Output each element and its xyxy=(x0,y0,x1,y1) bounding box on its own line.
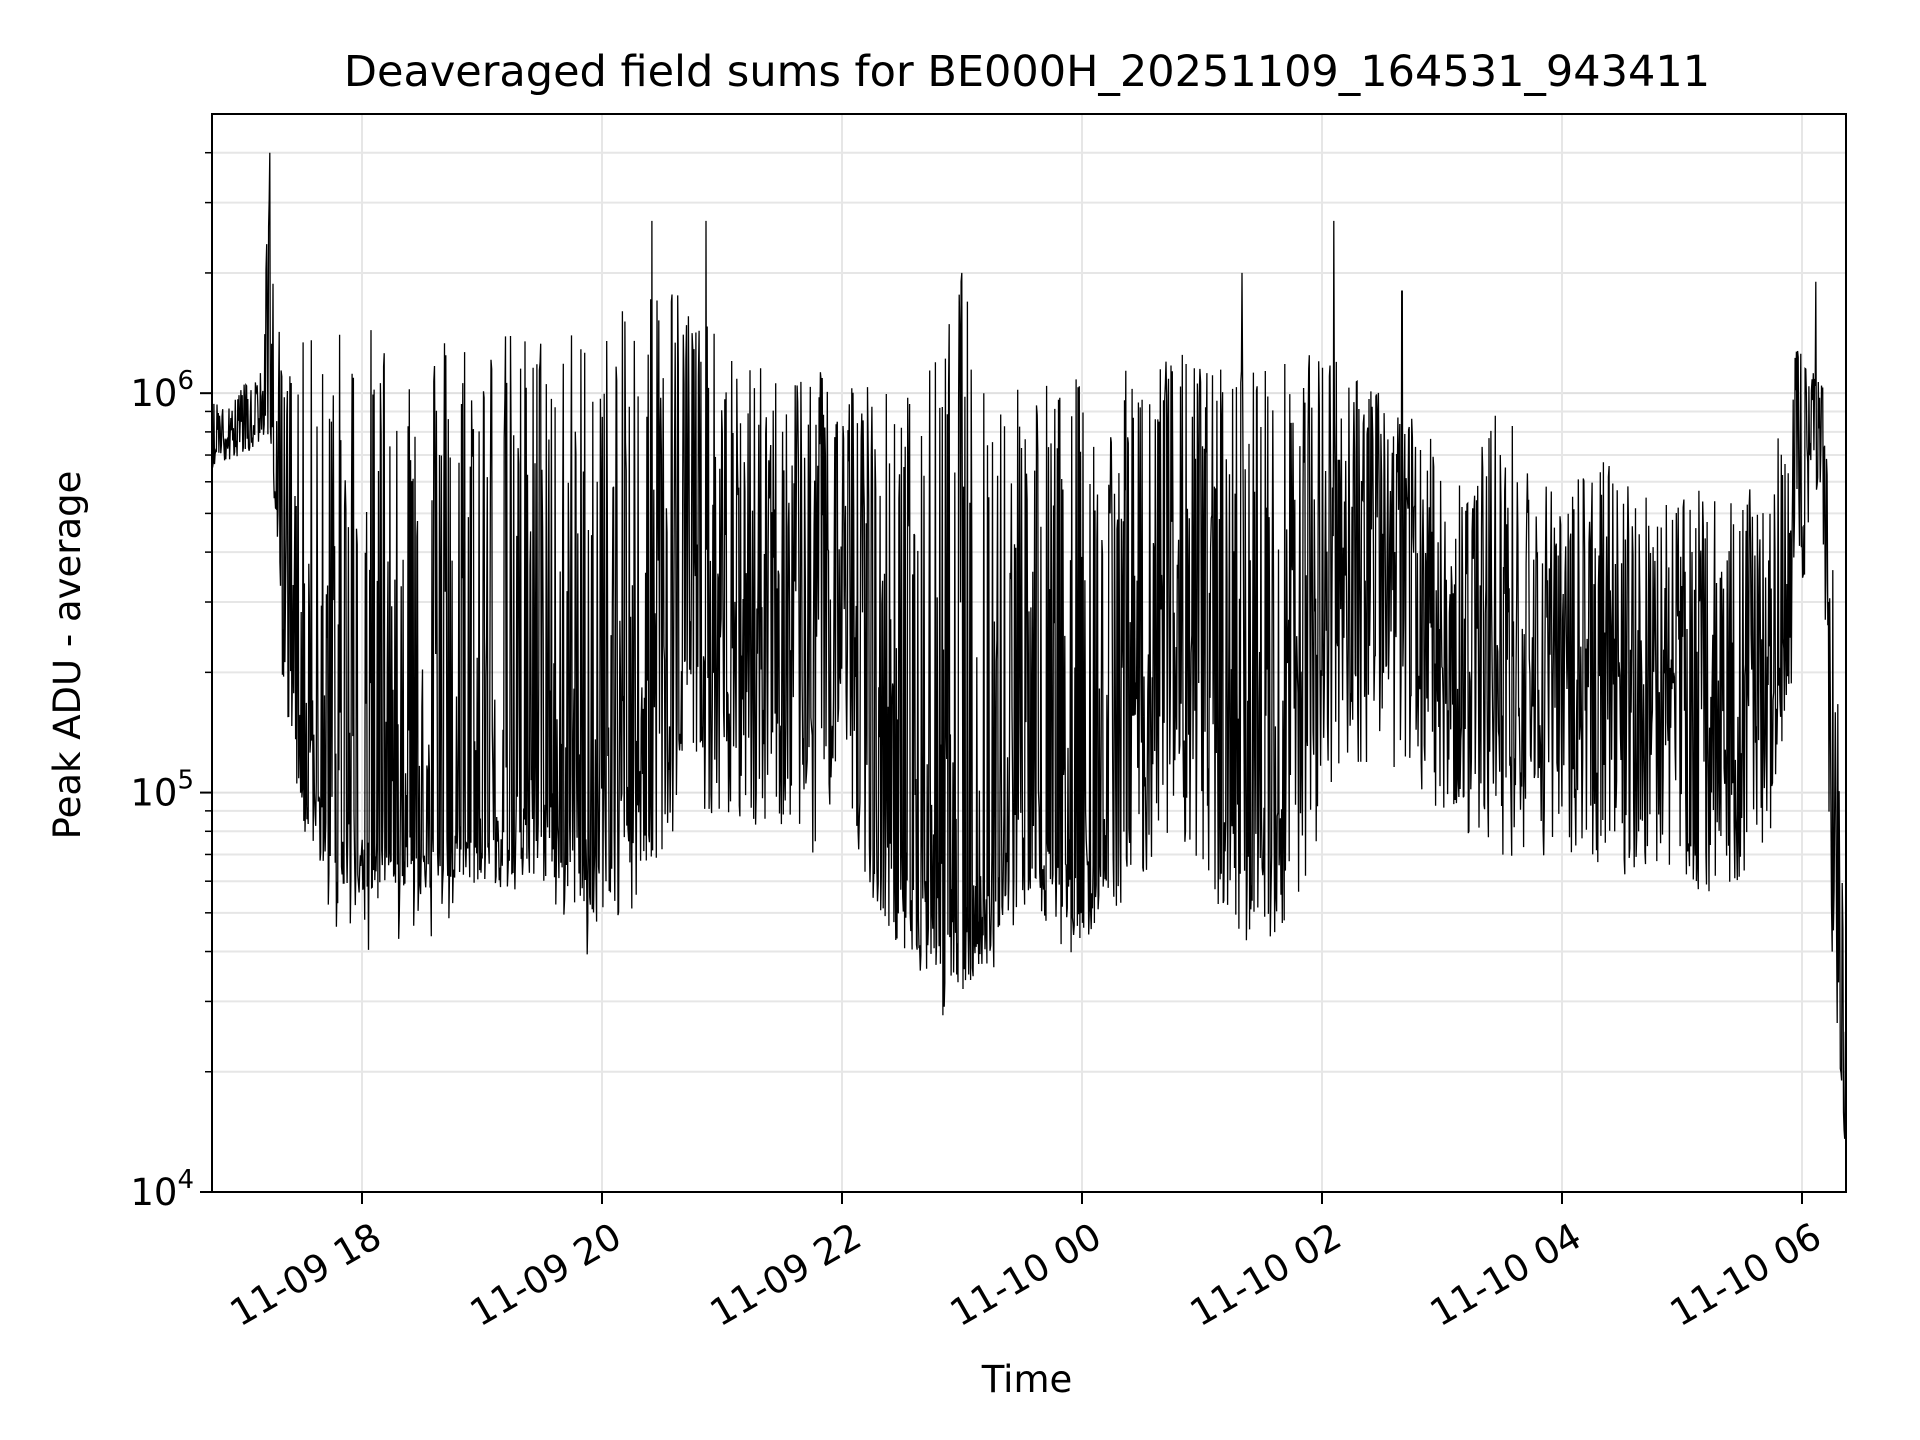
series-layer xyxy=(211,152,1847,1154)
y-tick-label: 105 xyxy=(130,766,194,815)
y-axis-label: Peak ADU - average xyxy=(46,471,89,840)
y-tick-label: 106 xyxy=(130,366,194,415)
series-line xyxy=(211,152,1847,1154)
plot-frame xyxy=(211,113,1847,1193)
y-tick-label: 104 xyxy=(130,1165,194,1214)
chart-title: Deaveraged field sums for BE000H_2025110… xyxy=(344,47,1710,97)
x-axis-label: Time xyxy=(981,1358,1073,1401)
y-axis: 104 105 106 xyxy=(130,151,212,1214)
